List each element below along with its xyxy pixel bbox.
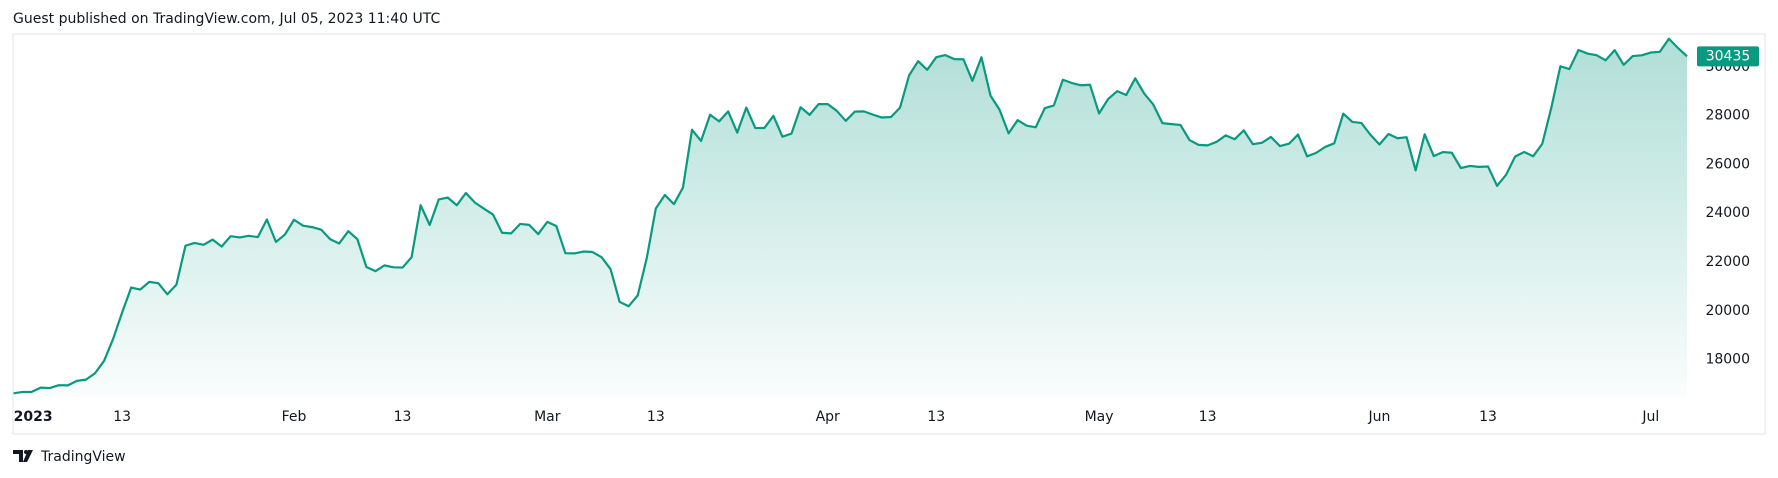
footer-logo	[13, 450, 33, 462]
x-tick-label: 13	[113, 409, 131, 425]
y-tick-label: 20000	[1705, 303, 1750, 319]
footer: TradingView	[40, 449, 126, 465]
y-tick-label: 22000	[1705, 254, 1750, 270]
x-tick-label: Feb	[282, 409, 307, 425]
price-line	[13, 37, 1688, 395]
chart-frame	[12, 33, 1766, 435]
header: Guest published on TradingView.com, Jul …	[13, 11, 440, 27]
x-tick-label: May	[1085, 409, 1114, 425]
y-tick-label: 24000	[1705, 205, 1750, 221]
x-tick-label: Mar	[534, 409, 561, 425]
x-tick-label: 13	[927, 409, 945, 425]
area-fill	[13, 38, 1688, 397]
x-tick-label: Jul	[1641, 409, 1659, 425]
x-tick-label: Apr	[816, 409, 840, 425]
x-tick-label: 13	[647, 409, 665, 425]
last-price-box	[1697, 46, 1759, 67]
y-tick-label: 28000	[1705, 108, 1750, 124]
y-tick-label: 26000	[1705, 156, 1750, 172]
x-tick-label: 2023	[14, 409, 53, 425]
x-tick-label: 13	[1199, 409, 1217, 425]
x-tick-label: 13	[394, 409, 412, 425]
x-tick-label: 13	[1479, 409, 1497, 425]
y-tick-label: 18000	[1705, 352, 1750, 368]
last-price-label: 30435	[1706, 48, 1751, 64]
x-tick-label: Jun	[1368, 409, 1391, 425]
